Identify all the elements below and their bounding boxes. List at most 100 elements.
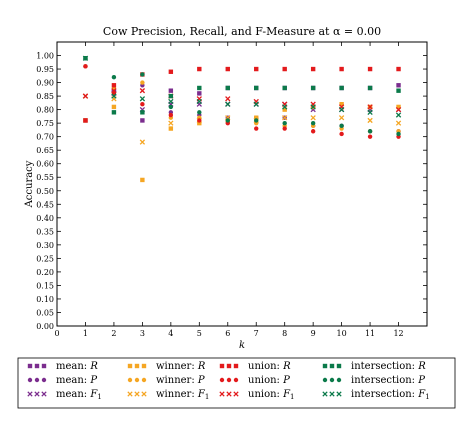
point-winner-r — [254, 115, 259, 120]
y-tick-label: 0.20 — [36, 268, 54, 277]
legend-label-winner-r: winner: R — [156, 361, 206, 372]
point-union-p — [197, 118, 202, 123]
point-union-r — [197, 66, 202, 72]
x-tick-label: 4 — [168, 329, 173, 338]
point-union-p — [254, 126, 259, 131]
legend-label-winner-f1: winner: F1 — [156, 389, 209, 401]
point-intersection-r — [168, 93, 174, 99]
point-intersection-p — [168, 104, 174, 110]
point-winner-r — [197, 120, 202, 126]
point-intersection-f1 — [225, 101, 231, 107]
legend-marker-union-p — [219, 377, 225, 383]
legend-marker-intersection-p — [322, 377, 328, 383]
y-tick-label: 0.80 — [36, 106, 54, 115]
point-mean-r — [197, 91, 202, 96]
legend-marker-winner-r — [134, 363, 140, 369]
y-tick-label: 0.95 — [36, 65, 54, 74]
y-tick-label: 0.30 — [36, 241, 54, 250]
legend-marker-mean-p — [34, 377, 40, 383]
y-tick-label: 0.90 — [36, 79, 54, 88]
legend-marker-mean-f1 — [34, 391, 40, 397]
y-tick-label: 0.85 — [36, 92, 54, 101]
x-tick-label: 11 — [365, 329, 375, 338]
point-union-p — [83, 64, 88, 69]
point-mean-r — [168, 88, 174, 93]
point-intersection-r — [339, 85, 344, 91]
legend-marker-mean-p — [27, 377, 33, 383]
legend-label-union-p: union: P — [248, 375, 290, 386]
point-winner-r — [111, 104, 117, 110]
legend-marker-winner-r — [141, 363, 147, 369]
point-intersection-p — [282, 120, 287, 126]
y-tick-label: 0.25 — [36, 254, 54, 263]
point-intersection-r — [282, 85, 287, 91]
point-intersection-p — [197, 110, 202, 115]
point-intersection-p — [111, 74, 117, 80]
y-tick-label: 0.70 — [36, 133, 54, 142]
legend-marker-union-f1 — [219, 391, 225, 397]
point-intersection-f1 — [168, 98, 174, 105]
point-intersection-r — [396, 88, 401, 93]
legend-label-union-r: union: R — [248, 361, 291, 372]
point-intersection-p — [225, 118, 230, 123]
legend-label-winner-p: winner: P — [156, 375, 205, 386]
legend-marker-intersection-r — [329, 363, 335, 369]
x-tick-label: 5 — [197, 329, 202, 338]
legend-label-intersection-p: intersection: P — [351, 375, 425, 386]
point-winner-f1 — [395, 120, 402, 126]
x-tick-label: 1 — [83, 329, 88, 338]
point-winner-f1 — [282, 115, 288, 121]
point-winner-r — [168, 126, 174, 131]
point-winner-f1 — [310, 115, 316, 121]
point-winner-p — [140, 80, 145, 85]
point-winner-f1 — [367, 117, 373, 124]
point-intersection-r — [111, 110, 117, 115]
legend: mean: R mean: P mean: F1 winner: R winner: P… — [17, 357, 456, 409]
legend-marker-intersection-f1 — [322, 391, 328, 397]
x-tick-label: 8 — [282, 329, 287, 338]
point-mean-r — [396, 83, 401, 88]
point-union-r — [282, 66, 287, 72]
point-union-r — [168, 69, 174, 74]
legend-label-mean-p: mean: P — [56, 375, 97, 386]
x-tick-label: 7 — [254, 329, 259, 338]
legend-marker-winner-p — [141, 377, 147, 383]
point-winner-f1 — [139, 139, 146, 145]
x-tick-label: 12 — [393, 329, 403, 338]
point-union-r — [339, 66, 344, 72]
point-union-r — [225, 66, 230, 72]
point-intersection-p — [396, 131, 401, 137]
point-intersection-p — [367, 129, 373, 134]
x-tick-label: 0 — [54, 329, 59, 338]
legend-label-union-f1: union: F1 — [248, 389, 295, 401]
point-intersection-f1 — [196, 98, 202, 105]
point-intersection-r — [310, 85, 316, 91]
plot-area: 0 1 2 3 4 5 6 7 8 9 10 11 120.000.050.100.150.200.25… — [36, 41, 428, 338]
point-mean-r — [140, 118, 145, 123]
y-tick-label: 0.50 — [36, 187, 54, 196]
y-tick-label: 0.15 — [36, 281, 54, 290]
legend-marker-winner-p — [127, 377, 133, 383]
y-tick-label: 0.40 — [36, 214, 54, 223]
point-union-p — [367, 134, 373, 139]
point-intersection-f1 — [310, 104, 316, 110]
legend-marker-union-p — [233, 377, 239, 383]
legend-marker-mean-p — [41, 377, 47, 383]
legend-marker-mean-r — [34, 363, 40, 369]
point-union-r — [254, 66, 259, 72]
point-union-r — [111, 83, 117, 88]
x-tick-label: 9 — [311, 329, 316, 338]
legend-label-intersection-f1: intersection: F1 — [351, 389, 430, 401]
point-union-f1 — [367, 104, 373, 110]
point-winner-r — [396, 104, 401, 110]
point-intersection-f1 — [253, 101, 259, 107]
legend-marker-intersection-r — [336, 363, 342, 369]
y-tick-label: 0.05 — [36, 308, 54, 317]
point-union-f1 — [111, 88, 117, 94]
point-union-p — [339, 131, 344, 137]
legend-marker-mean-f1 — [41, 391, 47, 397]
point-union-f1 — [395, 106, 402, 113]
legend-marker-union-p — [226, 377, 232, 383]
point-intersection-f1 — [111, 93, 117, 99]
legend-marker-union-r — [226, 363, 232, 369]
